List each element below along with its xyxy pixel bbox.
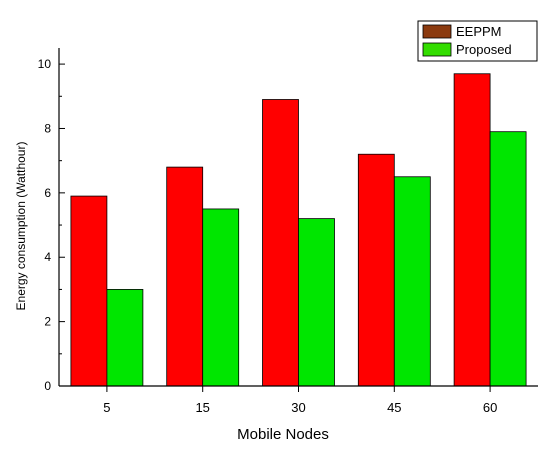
bar-eeppm-30	[262, 99, 299, 387]
x-tick-label-30: 30	[291, 400, 305, 415]
legend-swatch-eeppm	[422, 24, 452, 39]
x-tick-label-45: 45	[387, 400, 401, 415]
bar-eeppm-5	[70, 195, 108, 387]
y-tick-label-4: 4	[44, 250, 51, 264]
bar-proposed-45	[393, 176, 431, 387]
y-axis-label: Energy consumption (Watthour)	[14, 142, 28, 311]
bar-proposed-60	[489, 131, 527, 387]
bar-proposed-15	[202, 208, 240, 387]
x-tick-label-60: 60	[483, 400, 497, 415]
x-axis-label: Mobile Nodes	[237, 426, 329, 443]
legend-swatch-proposed	[422, 42, 452, 57]
bar-eeppm-15	[166, 166, 204, 387]
legend: EEPPM Proposed	[417, 20, 538, 62]
bar-eeppm-45	[357, 153, 395, 387]
legend-label-eeppm: EEPPM	[456, 24, 502, 39]
y-tick-label-2: 2	[44, 315, 51, 329]
y-tick-label-0: 0	[44, 379, 51, 393]
x-tick-label-5: 5	[103, 400, 110, 415]
y-tick-label-6: 6	[44, 186, 51, 200]
plot-area: 0 2 4 6 8 10 5 15 30 45 60	[38, 48, 538, 415]
y-tick-label-10: 10	[38, 57, 52, 71]
bar-eeppm-60	[453, 73, 491, 387]
bar-proposed-30	[298, 218, 335, 387]
legend-label-proposed: Proposed	[456, 42, 512, 57]
bar-proposed-5	[106, 289, 144, 387]
y-tick-label-8: 8	[44, 121, 51, 135]
x-tick-label-15: 15	[195, 400, 209, 415]
